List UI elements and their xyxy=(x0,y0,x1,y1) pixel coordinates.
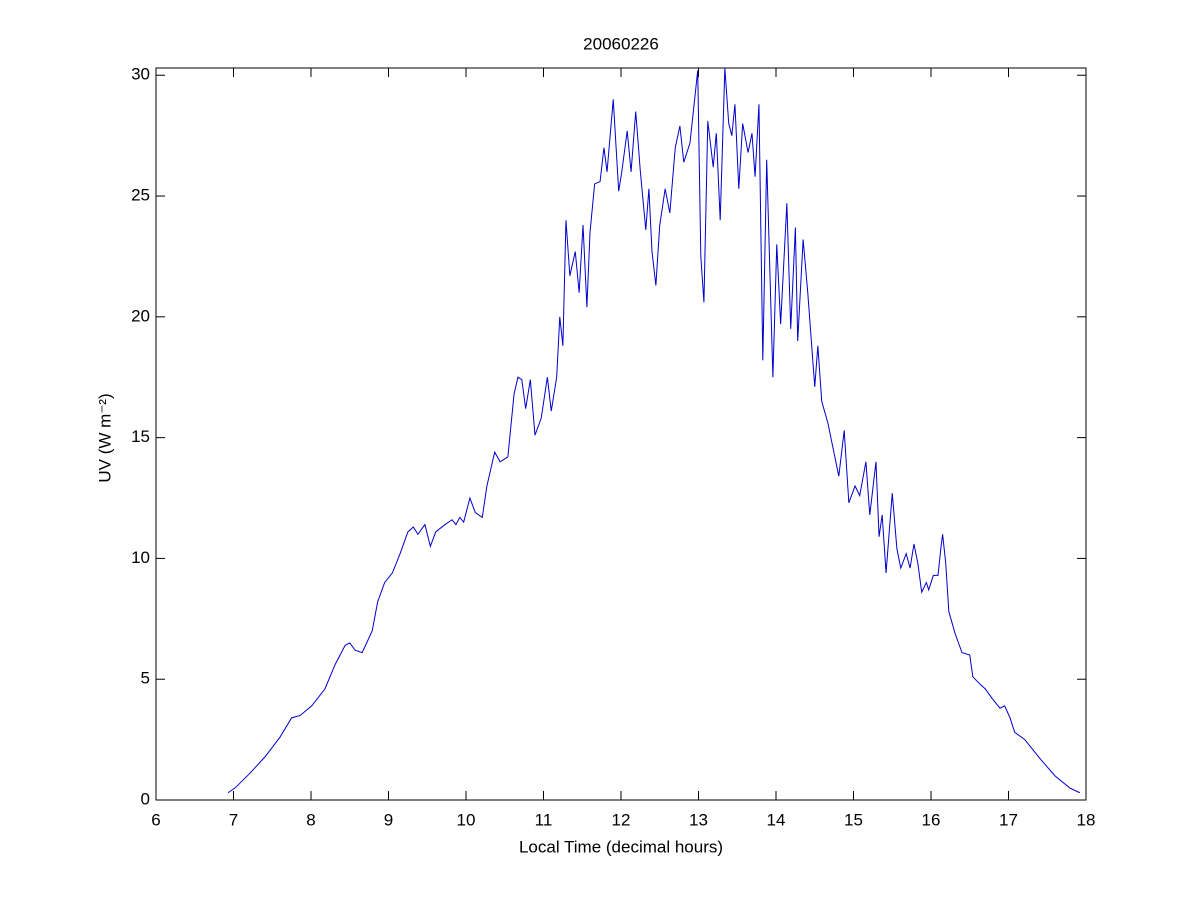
x-tick-label: 15 xyxy=(844,810,863,829)
plot-area xyxy=(155,67,1087,801)
x-tick-label: 18 xyxy=(1077,810,1096,829)
data-line xyxy=(227,67,1081,794)
x-tick-label: 17 xyxy=(999,810,1018,829)
x-axis-label: Local Time (decimal hours) xyxy=(519,837,723,856)
x-tick-label: 6 xyxy=(151,810,160,829)
chart-title: 20060226 xyxy=(583,34,659,53)
x-tick-label: 9 xyxy=(384,810,393,829)
y-tick-label: 30 xyxy=(131,65,150,84)
y-tick-label: 5 xyxy=(141,669,150,688)
y-tick-label: 10 xyxy=(131,548,150,567)
x-tick-label: 8 xyxy=(306,810,315,829)
x-tick-label: 13 xyxy=(689,810,708,829)
y-tick-label: 15 xyxy=(131,427,150,446)
x-tick-label: 12 xyxy=(612,810,631,829)
x-tick-label: 14 xyxy=(767,810,786,829)
y-tick-label: 25 xyxy=(131,186,150,205)
y-tick-label: 0 xyxy=(141,789,150,808)
x-tick-label: 7 xyxy=(229,810,238,829)
x-tick-label: 10 xyxy=(457,810,476,829)
y-axis-label: UV (W m⁻²) xyxy=(95,393,114,482)
y-tick-label: 20 xyxy=(131,306,150,325)
x-tick-label: 16 xyxy=(922,810,941,829)
x-tick-label: 11 xyxy=(535,810,553,829)
